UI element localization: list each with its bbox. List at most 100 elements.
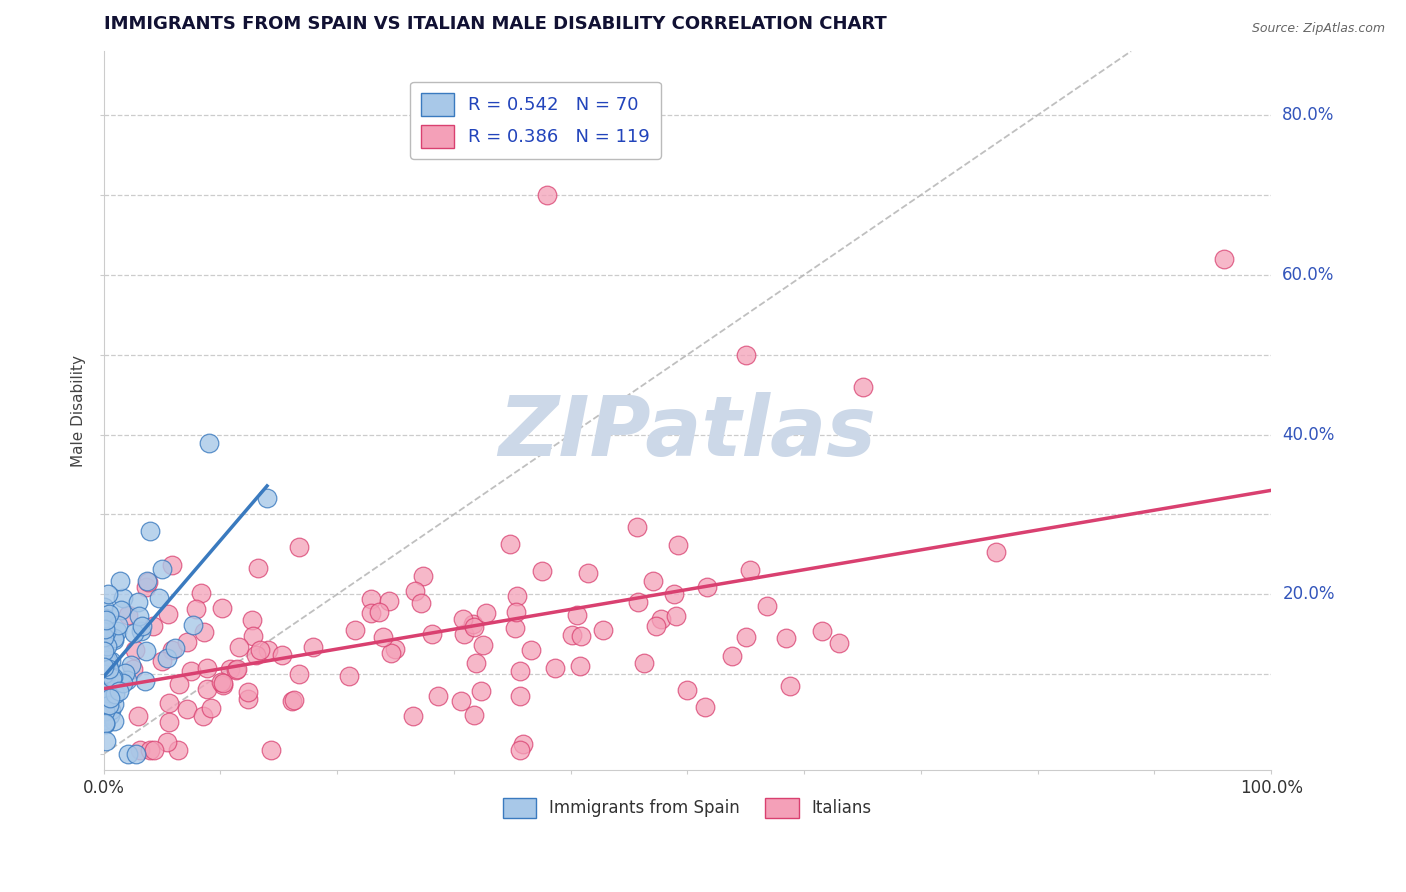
Point: [420, 627, 443, 641]
Point: [157, 697, 180, 711]
Point: [97, 607, 120, 621]
Point: [470, 683, 492, 698]
Point: [576, 566, 599, 580]
Point: [97, 653, 120, 667]
Point: [107, 617, 129, 632]
Point: [256, 491, 278, 506]
Point: [103, 714, 125, 729]
Point: [94, 734, 117, 748]
Point: [167, 677, 190, 691]
Point: [93, 630, 115, 644]
Point: [94, 708, 117, 723]
Point: [108, 683, 131, 698]
Point: [463, 616, 485, 631]
Point: [378, 594, 401, 608]
Point: [738, 563, 761, 577]
Point: [96, 639, 118, 653]
Point: [811, 624, 834, 638]
Point: [94, 666, 117, 681]
Point: [735, 630, 758, 644]
Point: [93, 713, 115, 727]
Point: [103, 697, 125, 711]
Point: [117, 747, 139, 761]
Point: [197, 435, 219, 450]
Point: [506, 589, 529, 603]
Point: [1213, 252, 1236, 266]
Text: Source: ZipAtlas.com: Source: ZipAtlas.com: [1251, 22, 1385, 36]
Point: [122, 626, 145, 640]
Point: [755, 599, 778, 613]
Point: [100, 654, 122, 668]
Text: ZIPatlas: ZIPatlas: [499, 392, 876, 473]
Point: [627, 595, 650, 609]
Point: [93, 599, 115, 614]
Point: [94, 716, 117, 731]
Point: [100, 671, 122, 685]
Point: [343, 623, 366, 637]
Point: [225, 663, 247, 677]
Point: [984, 545, 1007, 559]
Point: [371, 630, 394, 644]
Point: [249, 643, 271, 657]
Legend: Immigrants from Spain, Italians: Immigrants from Spain, Italians: [495, 789, 880, 826]
Point: [143, 743, 166, 757]
Point: [136, 574, 159, 589]
Y-axis label: Male Disability: Male Disability: [72, 355, 86, 467]
Point: [94, 704, 117, 718]
Point: [98, 698, 121, 712]
Point: [218, 662, 240, 676]
Point: [626, 520, 648, 534]
Point: [212, 677, 235, 691]
Point: [851, 379, 873, 393]
Point: [176, 635, 198, 649]
Point: [246, 561, 269, 575]
Point: [94, 653, 117, 667]
Point: [184, 601, 207, 615]
Text: 40.0%: 40.0%: [1282, 425, 1334, 443]
Point: [509, 743, 531, 757]
Point: [404, 583, 426, 598]
Point: [644, 618, 666, 632]
Point: [665, 608, 688, 623]
Point: [128, 609, 150, 624]
Point: [112, 591, 135, 606]
Point: [544, 661, 567, 675]
Point: [94, 666, 117, 681]
Point: [148, 591, 170, 606]
Point: [139, 524, 162, 538]
Point: [503, 621, 526, 635]
Point: [409, 596, 432, 610]
Point: [160, 558, 183, 572]
Point: [156, 607, 179, 621]
Point: [166, 743, 188, 757]
Point: [288, 666, 311, 681]
Point: [337, 669, 360, 683]
Point: [779, 679, 801, 693]
Point: [162, 643, 184, 657]
Point: [569, 629, 592, 643]
Point: [97, 662, 120, 676]
Point: [280, 694, 302, 708]
Point: [108, 574, 131, 589]
Point: [463, 620, 485, 634]
Point: [288, 540, 311, 554]
Point: [124, 643, 146, 657]
Point: [360, 607, 382, 621]
Point: [283, 693, 305, 707]
Point: [734, 348, 756, 362]
Point: [129, 624, 152, 639]
Point: [519, 643, 541, 657]
Point: [117, 607, 139, 622]
Point: [472, 639, 495, 653]
Point: [94, 717, 117, 731]
Point: [180, 665, 202, 679]
Point: [176, 701, 198, 715]
Point: [225, 662, 247, 676]
Point: [530, 564, 553, 578]
Point: [156, 735, 179, 749]
Point: [228, 640, 250, 655]
Point: [150, 562, 173, 576]
Point: [195, 682, 218, 697]
Point: [93, 667, 115, 681]
Point: [721, 648, 744, 663]
